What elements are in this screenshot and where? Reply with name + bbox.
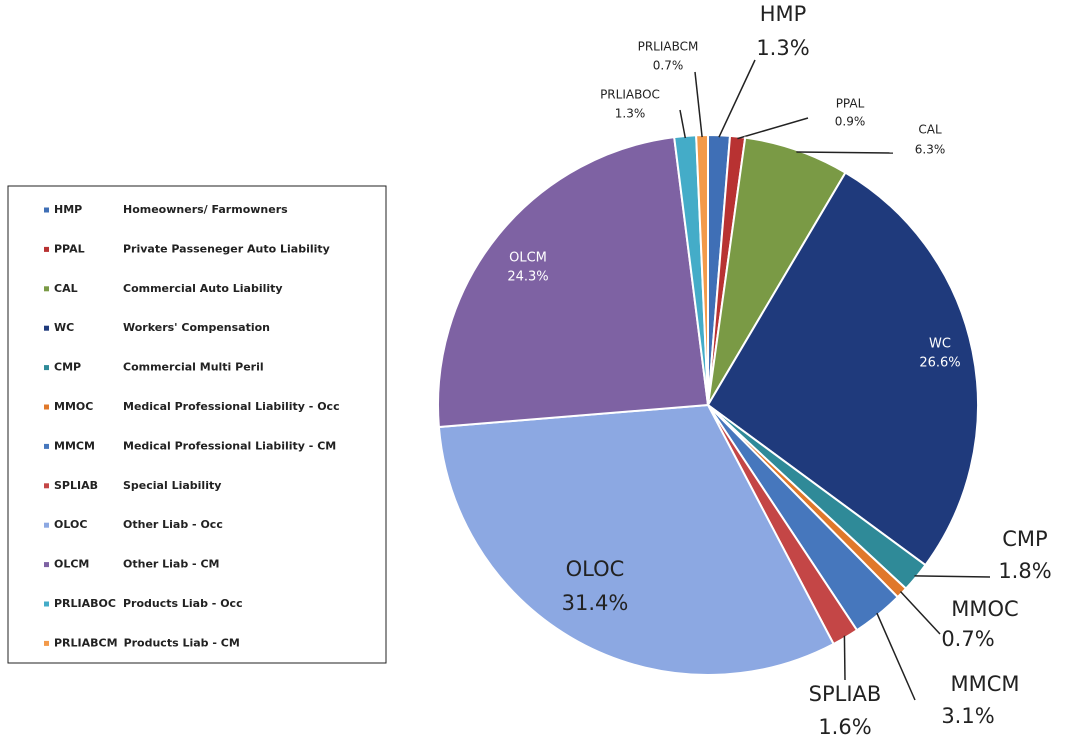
slice-label: OLCM bbox=[509, 251, 547, 266]
legend-description: Products Liab - CM bbox=[124, 636, 240, 649]
legend-code: CAL bbox=[54, 282, 78, 295]
slice-label: HMP bbox=[760, 2, 807, 26]
slice-value: 31.4% bbox=[562, 591, 629, 615]
leader-line bbox=[679, 109, 687, 139]
leader-line bbox=[843, 635, 846, 681]
legend-swatch bbox=[44, 443, 49, 449]
legend-description: Private Passeneger Auto Liability bbox=[123, 242, 330, 255]
leader-line bbox=[718, 59, 756, 138]
slice-label: PRLIABOC bbox=[600, 88, 660, 102]
legend-description: Other Liab - CM bbox=[123, 558, 219, 571]
legend-swatch bbox=[44, 522, 49, 528]
slice-value: 0.7% bbox=[653, 59, 684, 73]
slice-value: 26.6% bbox=[919, 356, 960, 371]
legend-swatch bbox=[44, 601, 49, 607]
slice-value: 24.3% bbox=[507, 270, 548, 285]
legend-code: MMOC bbox=[54, 400, 93, 413]
slice-value: 1.8% bbox=[998, 559, 1051, 583]
legend-description: Special Liability bbox=[123, 479, 221, 492]
leader-line bbox=[694, 71, 703, 138]
pie-slice bbox=[437, 403, 835, 676]
slice-value: 0.9% bbox=[835, 115, 866, 129]
slice-label: CAL bbox=[918, 123, 942, 137]
slice-value: 6.3% bbox=[915, 143, 946, 157]
legend-swatch bbox=[44, 207, 49, 213]
legend-swatch bbox=[44, 325, 49, 331]
slice-label: PPAL bbox=[836, 97, 865, 111]
leader-line bbox=[876, 612, 916, 701]
legend-description: Products Liab - Occ bbox=[123, 597, 243, 610]
legend-swatch bbox=[44, 246, 49, 252]
legend-description: Other Liab - Occ bbox=[123, 518, 223, 531]
legend-code: PRLIABOC bbox=[54, 597, 116, 610]
slice-label: MMOC bbox=[951, 597, 1018, 621]
legend-code: HMP bbox=[54, 203, 82, 216]
legend-code: OLCM bbox=[54, 558, 89, 571]
legend-code: OLOC bbox=[54, 518, 87, 531]
legend-swatch bbox=[44, 483, 49, 489]
slice-label: WC bbox=[929, 337, 951, 352]
legend-swatch bbox=[44, 286, 49, 292]
legend-code: CMP bbox=[54, 361, 81, 374]
legend-box bbox=[7, 185, 387, 664]
leader-line bbox=[914, 575, 991, 578]
leader-line bbox=[737, 117, 809, 140]
slice-value: 1.3% bbox=[756, 36, 809, 60]
slice-label: MMCM bbox=[950, 672, 1019, 696]
legend-description: Commercial Auto Liability bbox=[123, 282, 283, 295]
slice-label: OLOC bbox=[566, 557, 625, 581]
legend-description: Workers' Compensation bbox=[123, 321, 270, 334]
legend-description: Medical Professional Liability - Occ bbox=[123, 400, 340, 413]
leader-line bbox=[899, 590, 941, 635]
legend-code: MMCM bbox=[54, 439, 95, 452]
slice-value: 1.3% bbox=[615, 107, 646, 121]
legend-swatch bbox=[44, 562, 49, 568]
leader-line bbox=[796, 151, 894, 154]
slice-label: SPLIAB bbox=[809, 682, 882, 706]
legend-code: PPAL bbox=[54, 242, 85, 255]
legend-code: PRLIABCM bbox=[54, 636, 118, 649]
slice-value: 1.6% bbox=[818, 715, 871, 739]
legend-swatch bbox=[44, 640, 49, 646]
legend-description: Commercial Multi Peril bbox=[123, 361, 264, 374]
pie-slice bbox=[437, 136, 710, 429]
slice-label: CMP bbox=[1002, 527, 1047, 551]
slice-value: 3.1% bbox=[941, 704, 994, 728]
legend-description: Homeowners/ Farmowners bbox=[123, 203, 288, 216]
pie-slice bbox=[706, 171, 979, 567]
slice-value: 0.7% bbox=[941, 627, 994, 651]
legend-swatch bbox=[44, 365, 49, 371]
slice-label: PRLIABCM bbox=[638, 40, 699, 54]
legend-code: WC bbox=[54, 321, 74, 334]
legend-description: Medical Professional Liability - CM bbox=[123, 439, 336, 452]
legend-swatch bbox=[44, 404, 49, 410]
legend-code: SPLIAB bbox=[54, 479, 98, 492]
